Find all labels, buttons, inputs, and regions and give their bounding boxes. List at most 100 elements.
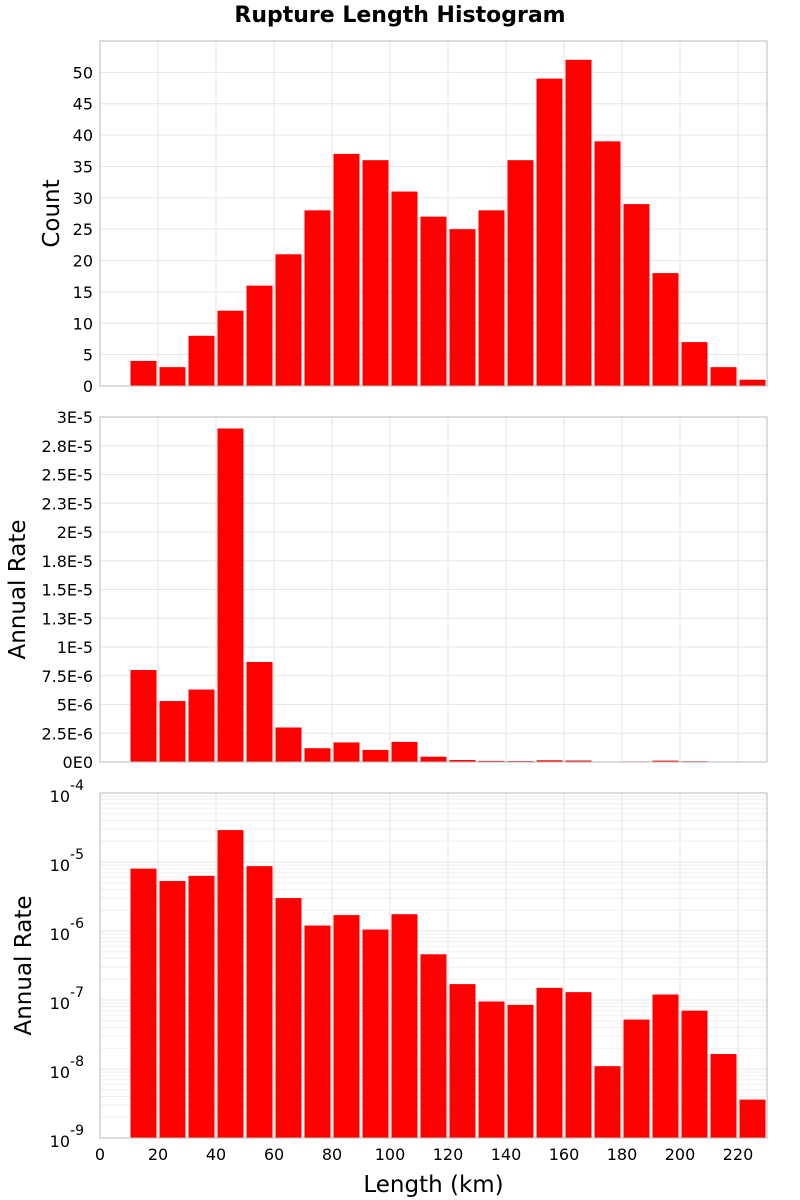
y-tick-label: 10-4 — [50, 778, 84, 806]
bar — [217, 830, 244, 1138]
y-tick-label: 40 — [73, 126, 93, 145]
plot-frame — [99, 40, 768, 387]
bar — [275, 727, 302, 762]
chart-panel-1: 0 5 10 15 20 25 30 35 40 45 50 Count — [39, 40, 768, 396]
bar — [652, 760, 679, 762]
bar — [362, 160, 389, 386]
y-tick-label: 1E-5 — [57, 638, 93, 657]
y-tick-label: 0 — [83, 377, 93, 396]
bar — [449, 984, 476, 1138]
x-tick-label: 20 — [148, 1145, 168, 1164]
bar — [449, 760, 476, 762]
bar — [217, 428, 244, 762]
y-tick-label: 1.8E-5 — [41, 552, 93, 571]
bar — [304, 748, 331, 762]
y-tick-labels: 10-9 10-8 10-7 10-6 10-5 10-4 — [50, 778, 84, 1151]
bar — [275, 898, 302, 1138]
bar — [391, 914, 418, 1138]
y-tick-labels: 0 5 10 15 20 25 30 35 40 45 50 — [73, 63, 93, 396]
bar — [362, 929, 389, 1138]
bar — [652, 273, 679, 386]
x-tick-label: 40 — [206, 1145, 226, 1164]
bar — [246, 285, 273, 386]
bar — [333, 742, 360, 762]
chart-panel-2: 0E0 2.5E-6 5E-6 7.5E-6 1E-5 1.3E-5 1.5E-5 1.8E-… — [5, 408, 768, 772]
y-tick-label: 0E0 — [63, 753, 93, 772]
x-tick-label: 100 — [375, 1145, 406, 1164]
bar — [623, 1019, 650, 1138]
y-tick-label: 2.5E-6 — [41, 724, 93, 743]
bar — [478, 760, 505, 762]
chart-title: Rupture Length Histogram — [234, 3, 565, 28]
bar — [681, 342, 708, 386]
bar — [159, 367, 186, 386]
bar — [594, 141, 621, 386]
y-tick-label: 5E-6 — [57, 696, 93, 715]
bar — [275, 254, 302, 386]
bar — [420, 216, 447, 386]
y-tick-label: 10 — [73, 314, 93, 333]
x-tick-label: 80 — [322, 1145, 342, 1164]
bar — [391, 191, 418, 386]
bar — [333, 153, 360, 386]
plot-frame — [99, 416, 768, 763]
bar — [565, 760, 592, 762]
bar — [188, 335, 215, 386]
bar — [478, 210, 505, 386]
chart-panels: 0 5 10 15 20 25 30 35 40 45 50 Count 0E0 2.5E-6 5E-6 7.… — [5, 40, 768, 1198]
bar — [710, 1053, 737, 1138]
y-tick-label: 2E-5 — [57, 523, 93, 542]
bar — [159, 701, 186, 762]
bar — [710, 367, 737, 386]
x-tick-label: 120 — [433, 1145, 464, 1164]
y-axis-label: Annual Rate — [5, 520, 31, 660]
y-tick-label: 35 — [73, 157, 93, 176]
bar — [130, 868, 157, 1138]
bar — [217, 310, 244, 386]
bar — [246, 866, 273, 1138]
bar — [391, 741, 418, 762]
y-tick-label: 2.3E-5 — [41, 494, 93, 513]
bar — [304, 925, 331, 1138]
y-tick-label: 50 — [73, 63, 93, 82]
x-tick-label: 200 — [665, 1145, 696, 1164]
bar — [304, 210, 331, 386]
bar-series — [130, 428, 766, 762]
bar — [565, 992, 592, 1138]
x-tick-label: 220 — [723, 1145, 754, 1164]
y-tick-label: 10-5 — [50, 847, 84, 875]
y-tick-label: 30 — [73, 189, 93, 208]
x-tick-label: 60 — [264, 1145, 284, 1164]
chart-panel-3: 10-9 10-8 10-7 10-6 10-5 10-4 Annual Rate 0 20 40… — [11, 778, 768, 1198]
y-tick-label: 10-7 — [50, 985, 84, 1013]
x-tick-label: 180 — [607, 1145, 638, 1164]
bar — [478, 1001, 505, 1138]
bar — [623, 204, 650, 386]
y-tick-label: 7.5E-6 — [41, 667, 93, 686]
x-tick-label: 140 — [491, 1145, 522, 1164]
bar — [507, 1004, 534, 1138]
x-tick-label: 160 — [549, 1145, 580, 1164]
x-tick-labels: 0 20 40 60 80 100 120 140 160 180 200 220 — [95, 1145, 753, 1164]
bar — [333, 915, 360, 1138]
y-tick-label: 10-9 — [50, 1123, 84, 1151]
y-tick-label: 3E-5 — [57, 408, 93, 427]
x-tick-label: 0 — [95, 1145, 105, 1164]
y-tick-label: 2.8E-5 — [41, 437, 93, 456]
bar — [159, 881, 186, 1138]
bar — [536, 987, 563, 1138]
bar — [739, 1099, 766, 1138]
bar-series — [130, 830, 766, 1138]
y-tick-label: 1.3E-5 — [41, 609, 93, 628]
bar — [681, 1010, 708, 1138]
y-tick-label: 20 — [73, 252, 93, 271]
y-tick-label: 5 — [83, 346, 93, 365]
y-tick-labels: 0E0 2.5E-6 5E-6 7.5E-6 1E-5 1.3E-5 1.5E-5 1.8E-… — [41, 408, 93, 772]
bar — [420, 756, 447, 762]
y-tick-label: 10-6 — [50, 916, 84, 944]
y-tick-label: 45 — [73, 95, 93, 114]
bar-series — [130, 59, 766, 387]
bar — [188, 689, 215, 762]
y-axis-label: Annual Rate — [11, 896, 37, 1036]
